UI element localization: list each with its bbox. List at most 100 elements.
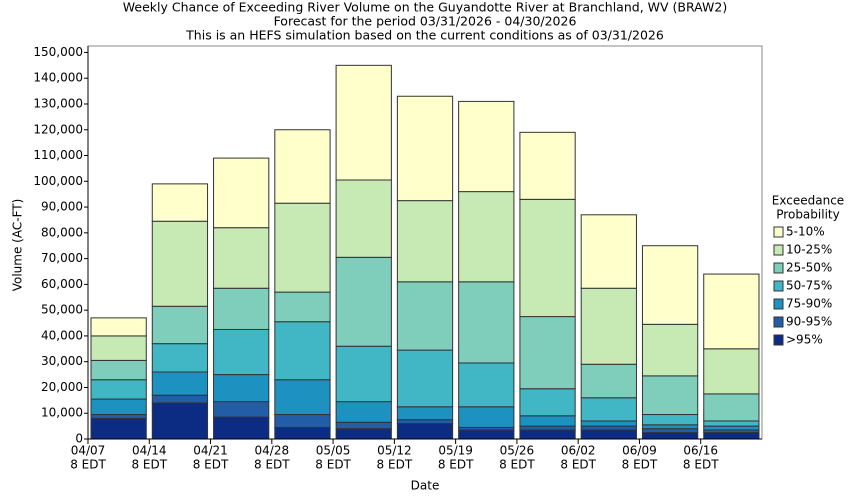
x-tick-sublabel: 8 EDT bbox=[193, 458, 229, 472]
bar-segment bbox=[151, 305, 209, 345]
y-tick-label: 60,000 bbox=[41, 277, 83, 291]
bar-segment bbox=[151, 183, 209, 222]
bar-segment bbox=[458, 100, 515, 193]
bar-segment bbox=[213, 416, 270, 440]
bar-segment bbox=[458, 429, 515, 440]
legend-swatch bbox=[773, 298, 784, 310]
legend-swatch bbox=[773, 262, 784, 274]
y-tick-label: 90,000 bbox=[41, 200, 83, 214]
chart-title: Weekly Chance of Exceeding River Volume … bbox=[123, 0, 727, 15]
bar-segment bbox=[335, 256, 392, 347]
x-tick-label: 04/21 bbox=[193, 444, 228, 458]
bar-segment bbox=[703, 348, 760, 395]
bar-segment bbox=[458, 362, 515, 408]
y-tick-label: 140,000 bbox=[33, 71, 83, 85]
bar-segment bbox=[458, 406, 515, 428]
x-tick-label: 05/26 bbox=[500, 444, 535, 458]
legend-label: 90-95% bbox=[786, 315, 832, 329]
bar-segment bbox=[703, 273, 760, 350]
bar-segment bbox=[90, 379, 147, 400]
x-tick-sublabel: 8 EDT bbox=[560, 458, 596, 472]
bar-segment bbox=[213, 374, 270, 403]
y-tick-label: 130,000 bbox=[33, 96, 83, 110]
bar-segment bbox=[703, 420, 760, 427]
y-tick-label: 40,000 bbox=[41, 328, 83, 342]
bar-segment bbox=[703, 432, 760, 440]
x-tick-label: 06/09 bbox=[622, 444, 657, 458]
bar-segment bbox=[703, 425, 760, 431]
x-tick-sublabel: 8 EDT bbox=[499, 458, 535, 472]
bar-segment bbox=[213, 227, 270, 289]
bar-segment bbox=[274, 129, 331, 204]
y-tick-label: 100,000 bbox=[33, 174, 83, 188]
bar-segment bbox=[335, 428, 392, 440]
x-tick-sublabel: 8 EDT bbox=[315, 458, 351, 472]
x-tick-sublabel: 8 EDT bbox=[683, 458, 719, 472]
legend-swatch bbox=[773, 280, 784, 292]
bar-segment bbox=[90, 414, 147, 419]
bar-segment bbox=[213, 328, 270, 376]
bar-segment bbox=[580, 214, 637, 289]
chart-subtitle: Forecast for the period 03/31/2026 - 04/… bbox=[274, 14, 577, 29]
bar-segment bbox=[641, 424, 699, 430]
legend-swatch bbox=[773, 334, 784, 346]
bar-segment bbox=[335, 345, 392, 403]
y-tick-label: 80,000 bbox=[41, 225, 83, 239]
bar-segment bbox=[519, 316, 576, 390]
bar-segment bbox=[519, 388, 576, 417]
bar-segment bbox=[396, 406, 454, 421]
bar-segment bbox=[641, 414, 699, 426]
x-tick-label: 04/07 bbox=[71, 444, 106, 458]
bar-segment bbox=[213, 157, 270, 229]
x-tick-label: 05/05 bbox=[316, 444, 351, 458]
bar-segment bbox=[151, 343, 209, 373]
bar-segment bbox=[396, 349, 454, 408]
bar-segment bbox=[396, 200, 454, 283]
bar-segment bbox=[335, 179, 392, 258]
x-tick-label: 06/02 bbox=[561, 444, 596, 458]
bar-segment bbox=[90, 359, 147, 381]
legend-swatch bbox=[773, 244, 784, 256]
bar-segment bbox=[151, 402, 209, 440]
x-tick-label: 04/14 bbox=[132, 444, 167, 458]
y-tick-label: 70,000 bbox=[41, 251, 83, 265]
bar-segment bbox=[335, 401, 392, 423]
bar-segment bbox=[641, 375, 699, 416]
bar-segment bbox=[213, 287, 270, 330]
bar-segment bbox=[458, 191, 515, 283]
bar-segment bbox=[90, 317, 147, 337]
bar-segment bbox=[274, 414, 331, 428]
y-tick-label: 120,000 bbox=[33, 122, 83, 136]
x-tick-sublabel: 8 EDT bbox=[438, 458, 474, 472]
bar-segment bbox=[519, 415, 576, 427]
x-tick-sublabel: 8 EDT bbox=[131, 458, 167, 472]
bar-segment bbox=[580, 429, 637, 440]
x-tick-sublabel: 8 EDT bbox=[254, 458, 290, 472]
bar-segment bbox=[580, 363, 637, 399]
bar-segment bbox=[90, 398, 147, 416]
bar-segment bbox=[580, 397, 637, 422]
y-tick-label: 150,000 bbox=[33, 45, 83, 59]
bar-segment bbox=[274, 379, 331, 416]
bar-segment bbox=[151, 220, 209, 307]
x-tick-label: 05/19 bbox=[438, 444, 473, 458]
y-tick-label: 10,000 bbox=[41, 406, 83, 420]
chart-subtitle: This is an HEFS simulation based on the … bbox=[185, 28, 664, 43]
bar-segment bbox=[703, 393, 760, 422]
bar-segment bbox=[274, 291, 331, 323]
bar-segment bbox=[458, 281, 515, 364]
bar-segment bbox=[519, 131, 576, 200]
bar-segment bbox=[580, 420, 637, 427]
legend-swatch bbox=[773, 316, 784, 328]
bar-segment bbox=[580, 287, 637, 365]
bar-segment bbox=[151, 394, 209, 404]
bar-segment bbox=[641, 432, 699, 440]
y-tick-label: 20,000 bbox=[41, 380, 83, 394]
legend-label: >95% bbox=[786, 333, 823, 347]
x-tick-sublabel: 8 EDT bbox=[377, 458, 413, 472]
bar-segment bbox=[641, 245, 699, 325]
legend-label: 10-25% bbox=[786, 243, 832, 257]
bar-segment bbox=[213, 401, 270, 418]
y-tick-label: 30,000 bbox=[41, 354, 83, 368]
